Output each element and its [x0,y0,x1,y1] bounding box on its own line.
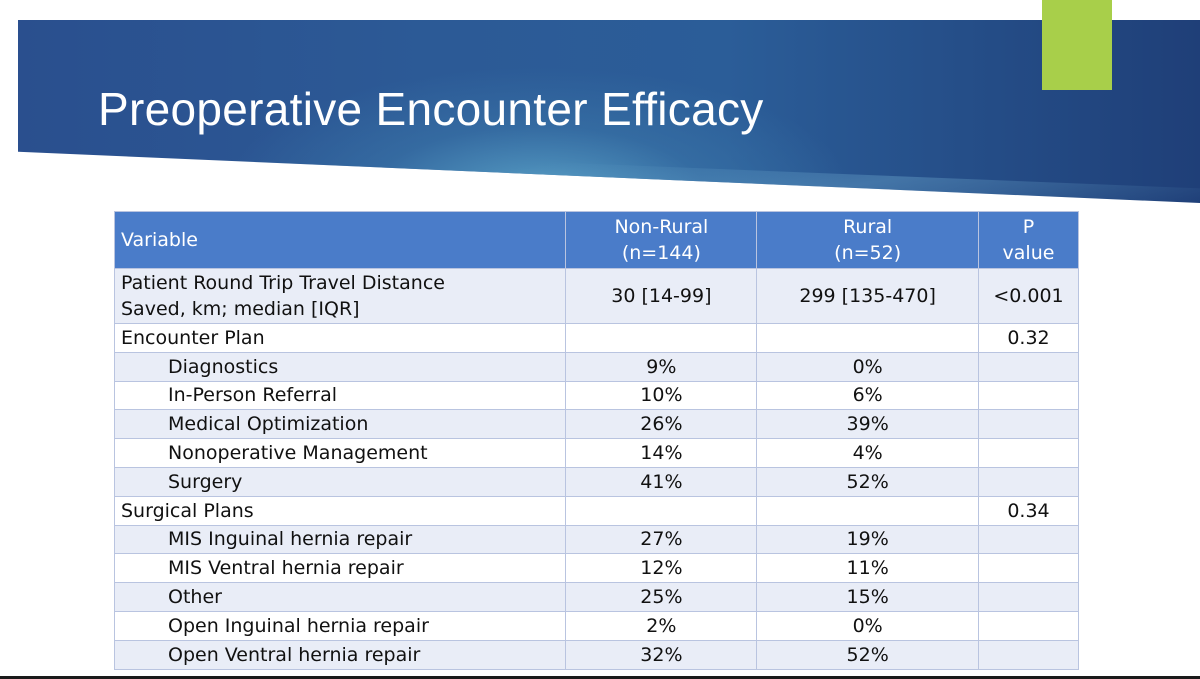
header-rural-n: (n=52) [834,242,902,264]
table-row: Open Ventral hernia repair 32% 52% [113,639,1079,670]
bottom-border-line [0,676,1200,679]
table-row: Medical Optimization 26% 39% [113,409,1079,440]
cell-rural: 299 [135-470] [756,268,979,324]
header-p-value: P value [978,211,1079,269]
cell-rural: 0% [756,610,979,641]
row-label: Medical Optimization [113,409,567,440]
row-label: MIS Inguinal hernia repair [113,524,567,555]
cell-non-rural: 9% [565,351,758,382]
header-non-rural-label: Non-Rural [614,216,709,238]
cell-rural [756,323,979,353]
header-non-rural-n: (n=144) [621,242,701,264]
header-p-label: P [1022,216,1035,238]
cell-rural [756,495,979,526]
cell-rural: 52% [756,466,979,497]
cell-rural: 4% [756,438,979,468]
cell-non-rural: 25% [565,582,758,612]
page-title: Preoperative Encounter Efficacy [98,83,764,135]
cell-p-value [978,351,1079,382]
row-label: MIS Ventral hernia repair [113,553,567,584]
table-row: MIS Inguinal hernia repair 27% 19% [113,524,1079,555]
header-rural: Rural (n=52) [756,211,979,269]
row-label-line1: Patient Round Trip Travel Distance [121,272,445,294]
cell-non-rural: 32% [565,639,758,670]
cell-p-value [978,524,1079,555]
table-row: In-Person Referral 10% 6% [113,380,1079,411]
row-label: In-Person Referral [113,380,567,411]
row-label: Other [113,582,567,612]
cell-p-value [978,582,1079,612]
cell-non-rural: 30 [14-99] [565,268,758,324]
cell-non-rural [565,323,758,353]
cell-rural: 6% [756,380,979,411]
table-row: Other 25% 15% [113,582,1079,612]
row-label: Nonoperative Management [113,438,567,468]
header-variable: Variable [113,211,567,269]
cell-non-rural [565,495,758,526]
table-row: Nonoperative Management 14% 4% [113,438,1079,468]
cell-p-value: 0.34 [978,495,1079,526]
header-value-label: value [1002,242,1055,264]
cell-rural: 39% [756,409,979,440]
row-label: Patient Round Trip Travel Distance Saved… [113,268,567,324]
row-label: Open Inguinal hernia repair [113,610,567,641]
row-label: Encounter Plan [113,323,567,353]
header-non-rural: Non-Rural (n=144) [565,211,758,269]
row-label: Open Ventral hernia repair [113,639,567,670]
accent-block [1042,0,1112,90]
cell-rural: 15% [756,582,979,612]
cell-non-rural: 12% [565,553,758,584]
cell-non-rural: 2% [565,610,758,641]
cell-p-value [978,639,1079,670]
row-label: Surgery [113,466,567,497]
cell-rural: 19% [756,524,979,555]
cell-p-value [978,409,1079,440]
results-table: Variable Non-Rural (n=144) Rural (n=52) … [113,211,1079,670]
cell-p-value: <0.001 [978,268,1079,324]
table-row: Surgical Plans 0.34 [113,495,1079,526]
cell-non-rural: 41% [565,466,758,497]
table-row: Patient Round Trip Travel Distance Saved… [113,268,1079,324]
cell-non-rural: 27% [565,524,758,555]
cell-p-value [978,553,1079,584]
cell-rural: 0% [756,351,979,382]
table-row: Open Inguinal hernia repair 2% 0% [113,610,1079,641]
row-label-line2: Saved, km; median [IQR] [121,298,360,320]
cell-p-value [978,380,1079,411]
cell-non-rural: 14% [565,438,758,468]
row-label: Diagnostics [113,351,567,382]
header-rural-label: Rural [843,216,893,238]
cell-rural: 11% [756,553,979,584]
cell-p-value [978,438,1079,468]
cell-non-rural: 26% [565,409,758,440]
cell-p-value [978,610,1079,641]
table-row: MIS Ventral hernia repair 12% 11% [113,553,1079,584]
cell-p-value: 0.32 [978,323,1079,353]
table-row: Encounter Plan 0.32 [113,323,1079,353]
cell-p-value [978,466,1079,497]
cell-rural: 52% [756,639,979,670]
table-row: Diagnostics 9% 0% [113,351,1079,382]
cell-non-rural: 10% [565,380,758,411]
table-header-row: Variable Non-Rural (n=144) Rural (n=52) … [113,211,1079,269]
table-row: Surgery 41% 52% [113,466,1079,497]
row-label: Surgical Plans [113,495,567,526]
